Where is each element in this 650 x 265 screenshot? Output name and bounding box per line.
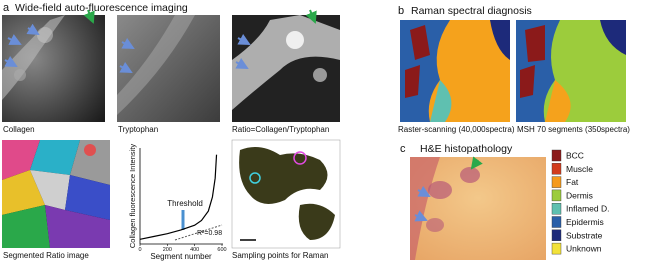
legend-label: Substrate: [566, 230, 603, 240]
panel-title: H&E histopathology: [420, 143, 513, 155]
y-axis-label: Collagen fluorescence Intensity: [128, 144, 137, 248]
legend-swatch: [551, 149, 562, 162]
legend-label: Fat: [566, 177, 579, 187]
legend-label: BCC: [566, 151, 584, 161]
panel-title: Raman spectral diagnosis: [411, 5, 532, 17]
intensity-plot: Collagen fluorescence Intensity Segment …: [128, 144, 227, 261]
legend-label: Unknown: [566, 244, 602, 254]
fit-label: R²=0.98: [197, 230, 222, 237]
caption: MSH 70 segments (350spectra): [517, 125, 630, 134]
legend-swatch: [551, 163, 562, 175]
legend-swatch: [551, 216, 562, 228]
x-tick-label: 400: [190, 247, 199, 253]
x-axis-label: Segment number: [150, 252, 212, 261]
raster-map: [400, 20, 510, 122]
x-tick-label: 200: [163, 247, 172, 253]
caption: Raster-scanning (40,000spectra): [398, 125, 515, 134]
legend-swatch: [551, 229, 562, 242]
legend-label: Muscle: [566, 164, 593, 174]
x-tick-label: 0: [138, 247, 141, 253]
caption: Ratio=Collagen/Tryptophan: [232, 125, 329, 134]
he-image: [410, 156, 546, 260]
legend: BCC Muscle Fat Dermis Inflamed D. Epidermis Su…: [551, 149, 609, 255]
x-tick-label: 600: [217, 247, 226, 253]
ratio-image: [232, 9, 340, 122]
segmented-image: [2, 140, 110, 248]
legend-label: Inflamed D.: [566, 204, 609, 214]
legend-label: Dermis: [566, 190, 593, 200]
tryptophan-image: [117, 15, 220, 122]
caption: Tryptophan: [118, 125, 158, 134]
legend-swatch: [551, 189, 562, 202]
legend-swatch: [551, 242, 562, 255]
legend-swatch: [551, 176, 562, 188]
sampling-image: [231, 139, 341, 249]
caption: Collagen: [3, 125, 35, 134]
legend-label: Epidermis: [566, 217, 604, 227]
annotation: Threshold: [167, 199, 203, 208]
caption: Segmented Ratio image: [3, 251, 89, 260]
intensity-curve: [139, 154, 218, 240]
panel-title: Wide-field auto-fluorescence imaging: [15, 2, 188, 14]
panel-label: c: [400, 143, 406, 155]
panel-label: b: [398, 5, 404, 17]
msh-map: [516, 20, 626, 122]
collagen-image: [2, 9, 105, 122]
caption: Sampling points for Raman: [232, 251, 329, 260]
fit-line: [174, 224, 223, 241]
panel-label: a: [3, 2, 10, 14]
legend-swatch: [551, 202, 562, 215]
